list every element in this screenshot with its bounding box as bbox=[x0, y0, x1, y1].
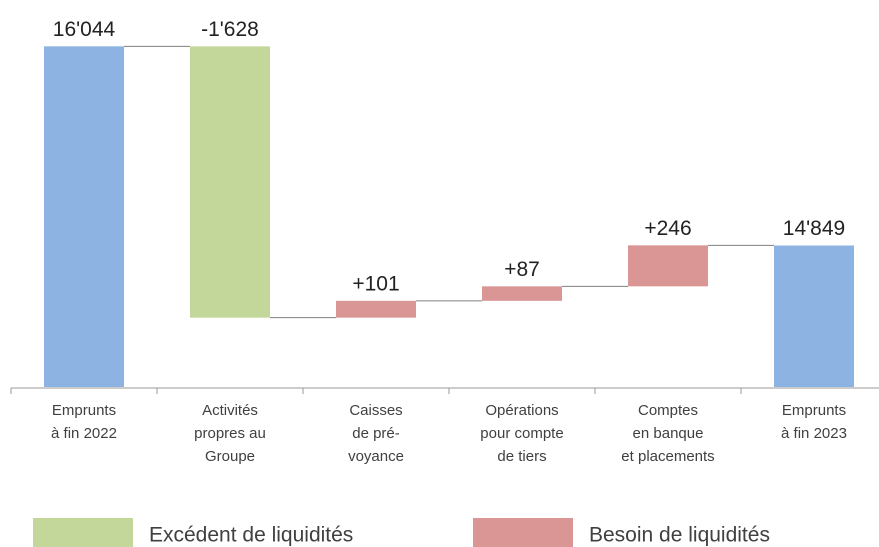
x-tick-label: à fin 2023 bbox=[781, 425, 847, 442]
legend-label: Excédent de liquidités bbox=[149, 524, 353, 547]
x-tick-label: à fin 2022 bbox=[51, 425, 117, 442]
x-tick-label: de pré- bbox=[352, 425, 400, 442]
x-tick-label: et placements bbox=[621, 448, 714, 465]
x-tick-label: Emprunts bbox=[782, 402, 846, 419]
legend-swatch bbox=[33, 518, 133, 547]
bar bbox=[774, 245, 854, 387]
x-tick-label: en banque bbox=[633, 425, 704, 442]
value-label: +87 bbox=[504, 258, 540, 281]
value-label: +101 bbox=[352, 272, 399, 295]
x-tick-label: Caisses bbox=[349, 402, 402, 419]
x-tick-label: propres au bbox=[194, 425, 266, 442]
value-label: -1'628 bbox=[201, 18, 259, 41]
value-label: +246 bbox=[644, 217, 691, 240]
x-tick-label: Comptes bbox=[638, 402, 698, 419]
value-label: 16'044 bbox=[53, 18, 116, 41]
bar bbox=[44, 46, 124, 387]
legend-label: Besoin de liquidités bbox=[589, 524, 770, 547]
bar bbox=[482, 286, 562, 301]
bar bbox=[336, 300, 416, 318]
bar bbox=[628, 245, 708, 287]
x-tick-label: Groupe bbox=[205, 448, 255, 465]
x-tick-label: pour compte bbox=[480, 425, 563, 442]
legend-swatch bbox=[473, 518, 573, 547]
bar bbox=[190, 46, 270, 318]
x-tick-label: Activités bbox=[202, 402, 258, 419]
value-label: 14'849 bbox=[783, 217, 845, 240]
x-tick-label: Opérations bbox=[485, 402, 558, 419]
x-tick-label: Emprunts bbox=[52, 402, 116, 419]
x-tick-label: voyance bbox=[348, 448, 404, 465]
x-tick-label: de tiers bbox=[497, 448, 546, 465]
